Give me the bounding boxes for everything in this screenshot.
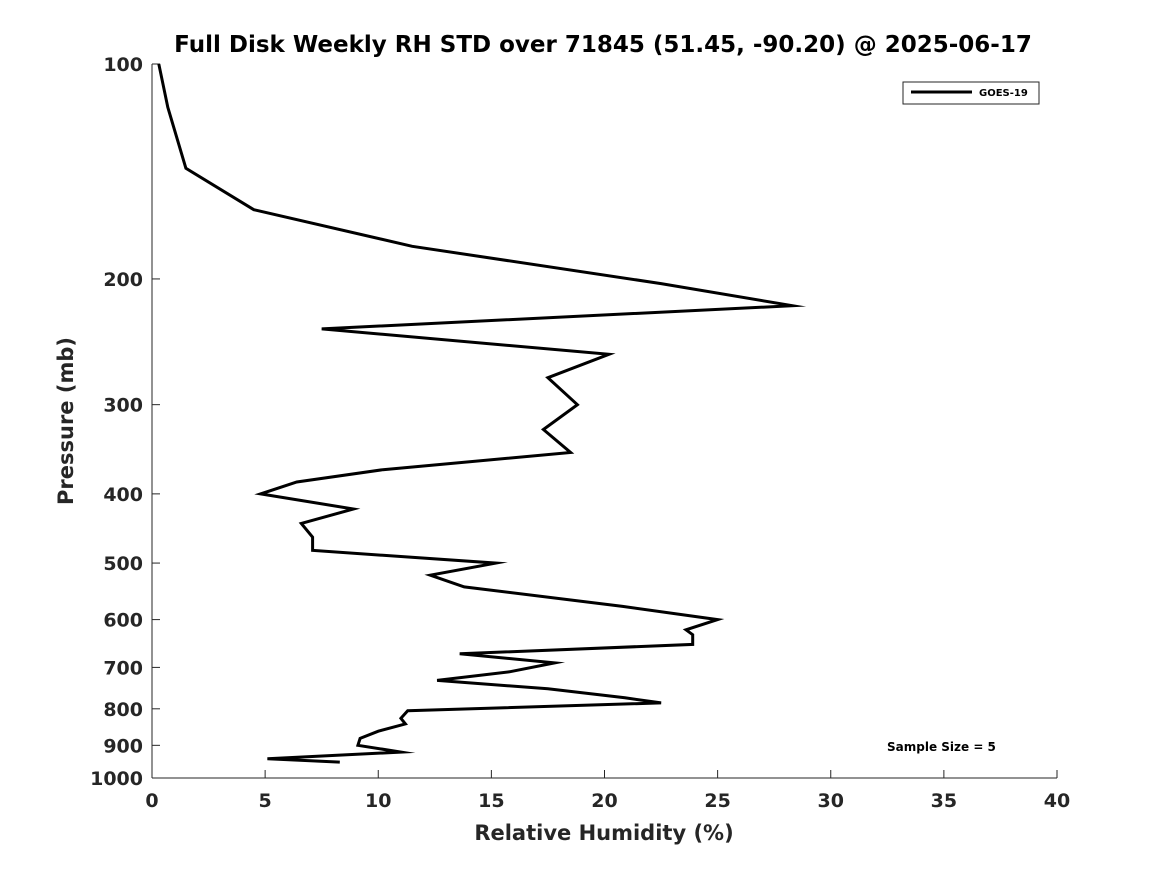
legend-label-goes-19: GOES-19 — [979, 88, 1028, 99]
x-tick-label: 5 — [259, 790, 272, 812]
x-axis-ticks: 0 5 10 15 20 25 30 35 40 — [145, 770, 1070, 812]
x-tick-label: 30 — [818, 790, 844, 812]
x-tick-label: 0 — [145, 790, 158, 812]
y-tick-label: 300 — [103, 395, 143, 417]
y-axis-label: Pressure (mb) — [54, 337, 78, 505]
chart-title: Full Disk Weekly RH STD over 71845 (51.4… — [174, 32, 1032, 58]
y-tick-label: 1000 — [90, 768, 143, 790]
y-tick-label: 800 — [103, 699, 143, 721]
legend: GOES-19 — [902, 81, 1040, 105]
y-axis-ticks: 100 200 300 400 500 600 700 800 900 1000 — [90, 54, 160, 790]
x-tick-label: 40 — [1044, 790, 1070, 812]
sample-size-annotation: Sample Size = 5 — [887, 740, 996, 754]
x-tick-label: 10 — [365, 790, 391, 812]
x-axis-label: Relative Humidity (%) — [474, 821, 733, 845]
x-tick-label: 15 — [478, 790, 504, 812]
y-tick-label: 400 — [103, 484, 143, 506]
x-tick-label: 25 — [704, 790, 730, 812]
y-tick-label: 900 — [103, 735, 143, 757]
y-tick-label: 200 — [103, 269, 143, 291]
x-tick-label: 20 — [591, 790, 617, 812]
y-tick-label: 700 — [103, 657, 143, 679]
y-tick-label: 600 — [103, 610, 143, 632]
series-layer — [157, 63, 807, 764]
series-line-goes-19 — [157, 63, 807, 764]
y-tick-label: 500 — [103, 553, 143, 575]
x-tick-label: 35 — [931, 790, 957, 812]
y-tick-label: 100 — [103, 54, 143, 76]
